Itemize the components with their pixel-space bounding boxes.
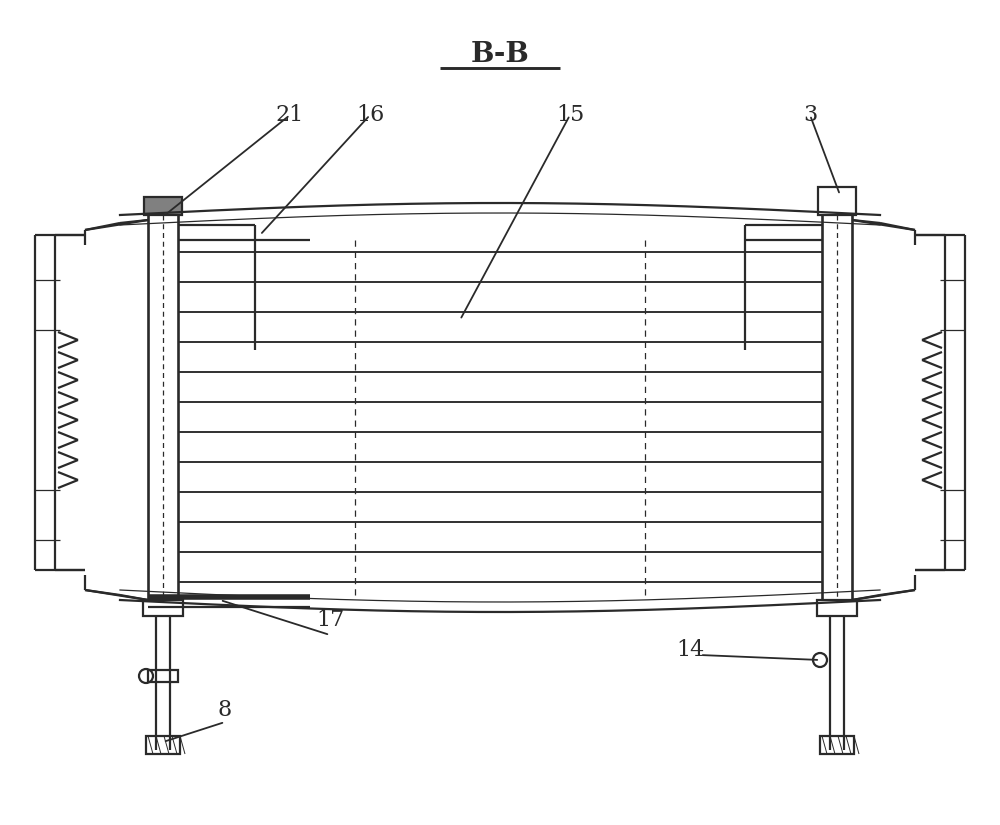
Text: 8: 8 [218, 699, 232, 721]
Text: 17: 17 [316, 609, 344, 631]
Text: 16: 16 [356, 104, 384, 126]
Bar [143, 600, 183, 616]
Bar [146, 736, 180, 754]
Text: 3: 3 [803, 104, 817, 126]
Bar [144, 197, 182, 215]
Bar [148, 670, 178, 682]
Text: 21: 21 [276, 104, 304, 126]
Bar [818, 187, 856, 215]
Bar [817, 600, 857, 616]
Text: 14: 14 [676, 639, 704, 661]
Text: 15: 15 [556, 104, 584, 126]
Text: B-B: B-B [471, 41, 529, 68]
Bar [820, 736, 854, 754]
